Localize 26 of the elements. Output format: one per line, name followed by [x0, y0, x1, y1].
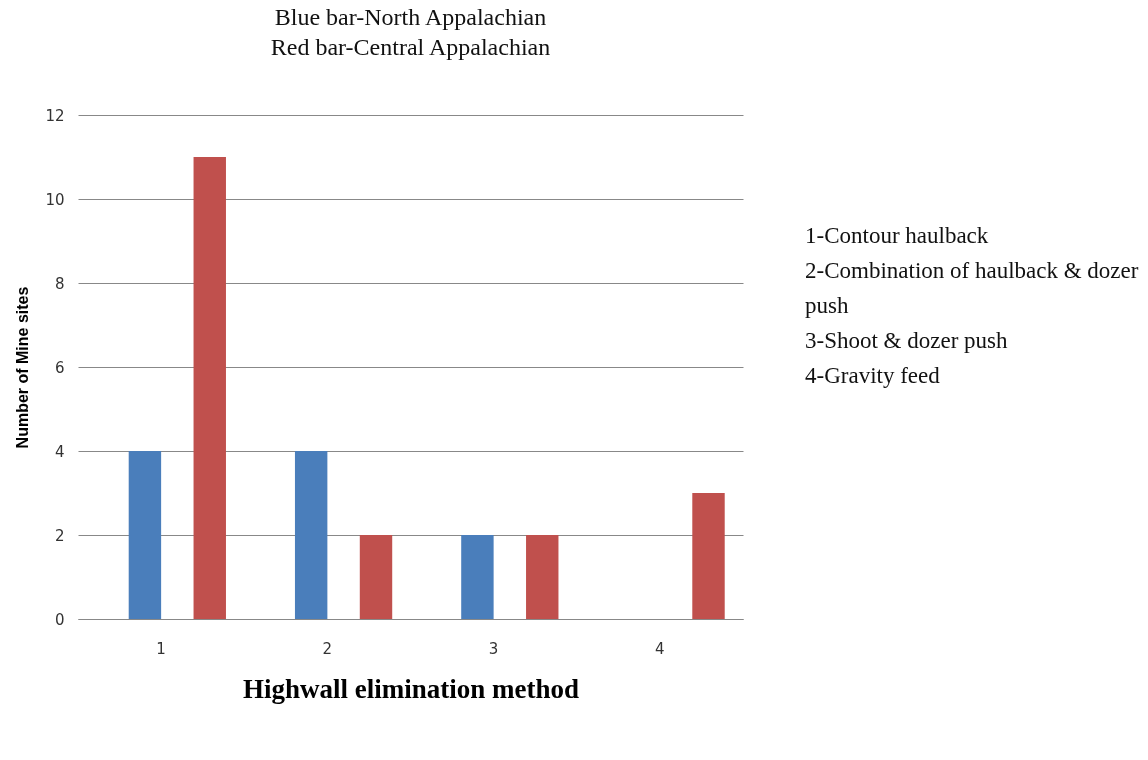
y-tick-label: 4: [54, 442, 65, 461]
bar: [692, 493, 725, 619]
text: 4-Gravity feed: [805, 362, 941, 390]
x-tick-label: 2: [322, 639, 333, 658]
y-tick-label: 0: [54, 610, 65, 629]
x-tick-label: 4: [655, 639, 665, 658]
bar: [526, 535, 559, 619]
chart-title: Blue bar-North Appalachian: [274, 4, 547, 30]
y-tick-label: 8: [54, 274, 65, 293]
bar: [128, 451, 162, 619]
bar: [193, 157, 226, 619]
x-axis-title: Highwall elimination method: [242, 673, 580, 704]
y-axis-title: Number of Mine sites: [14, 286, 32, 449]
bar: [461, 535, 494, 619]
bar: [359, 535, 393, 619]
x-tick-label: 1: [156, 639, 166, 658]
y-tick-label: 12: [45, 106, 65, 125]
chart-subtitle: Red bar-Central Appalachian: [270, 34, 551, 60]
y-tick-label: 10: [45, 190, 65, 209]
y-tick-label: 2: [54, 526, 65, 545]
y-tick-label: 6: [54, 358, 65, 377]
text: 3-Shoot & dozer push: [805, 327, 1009, 355]
bar: [294, 451, 328, 619]
text: 2-Combination of haulback & dozer push: [805, 257, 1140, 320]
x-tick-label: 3: [488, 639, 499, 658]
text: 1-Contour haulback: [805, 222, 990, 250]
